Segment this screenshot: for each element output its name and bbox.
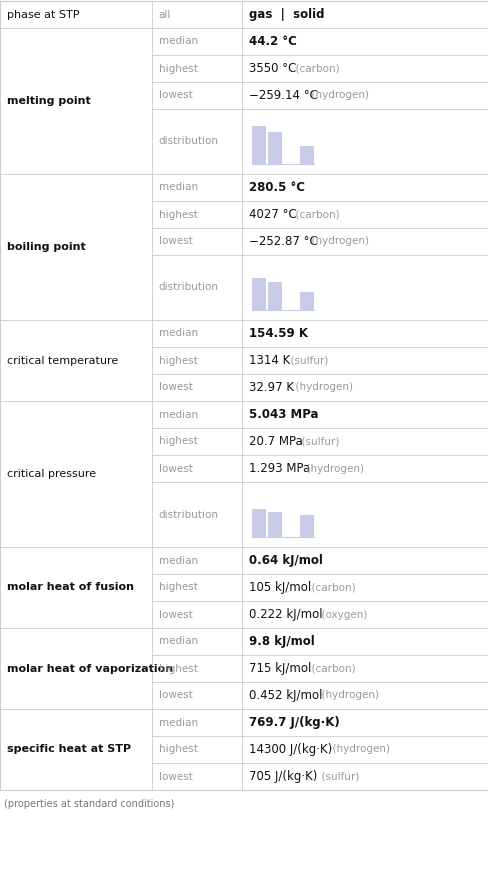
Text: 14300 J/(kg·K): 14300 J/(kg·K) (248, 743, 332, 756)
Bar (267, 512, 282, 537)
Text: 0.452 kJ/mol: 0.452 kJ/mol (248, 689, 322, 702)
Text: distribution: distribution (158, 136, 218, 147)
Text: (hydrogen): (hydrogen) (325, 745, 389, 754)
Text: highest: highest (158, 663, 197, 673)
Text: molar heat of vaporization: molar heat of vaporization (7, 663, 173, 673)
Text: highest: highest (158, 355, 197, 366)
Bar (300, 514, 313, 537)
Text: 44.2 °C: 44.2 °C (248, 35, 296, 48)
Text: (hydrogen): (hydrogen) (289, 382, 353, 393)
Text: highest: highest (158, 64, 197, 73)
Text: median: median (158, 37, 197, 46)
Text: (hydrogen): (hydrogen) (315, 691, 379, 700)
Text: 0.64 kJ/mol: 0.64 kJ/mol (248, 554, 322, 567)
Text: 154.59 K: 154.59 K (248, 327, 307, 340)
Text: 705 J/(kg·K): 705 J/(kg·K) (248, 770, 317, 783)
Text: median: median (158, 409, 197, 420)
Text: (properties at standard conditions): (properties at standard conditions) (4, 799, 174, 809)
Text: 769.7 J/(kg·K): 769.7 J/(kg·K) (248, 716, 339, 729)
Text: lowest: lowest (158, 772, 192, 781)
Text: median: median (158, 636, 197, 647)
Bar (300, 146, 313, 164)
Text: lowest: lowest (158, 691, 192, 700)
Text: lowest: lowest (158, 237, 192, 246)
Text: (carbon): (carbon) (305, 663, 355, 673)
Text: median: median (158, 718, 197, 727)
Text: 3550 °C: 3550 °C (248, 62, 296, 75)
Text: median: median (158, 328, 197, 339)
Text: highest: highest (158, 436, 197, 446)
Text: highest: highest (158, 582, 197, 593)
Text: lowest: lowest (158, 464, 192, 473)
Text: (carbon): (carbon) (305, 582, 355, 593)
Text: median: median (158, 182, 197, 193)
Bar (251, 278, 265, 310)
Bar (267, 132, 282, 164)
Text: molar heat of fusion: molar heat of fusion (7, 582, 134, 593)
Text: 280.5 °C: 280.5 °C (248, 181, 305, 194)
Text: (hydrogen): (hydrogen) (299, 464, 363, 473)
Text: median: median (158, 555, 197, 566)
Text: highest: highest (158, 210, 197, 219)
Text: (oxygen): (oxygen) (315, 609, 367, 620)
Text: highest: highest (158, 745, 197, 754)
Text: (sulfur): (sulfur) (294, 436, 338, 446)
Text: specific heat at STP: specific heat at STP (7, 745, 131, 754)
Text: (hydrogen): (hydrogen) (305, 91, 368, 100)
Text: (sulfur): (sulfur) (315, 772, 359, 781)
Text: boiling point: boiling point (7, 242, 85, 252)
Text: −252.87 °C: −252.87 °C (248, 235, 317, 248)
Text: 32.97 K: 32.97 K (248, 381, 293, 394)
Text: (hydrogen): (hydrogen) (305, 237, 368, 246)
Text: phase at STP: phase at STP (7, 10, 80, 19)
Text: 1.293 MPa: 1.293 MPa (248, 462, 310, 475)
Bar (267, 282, 282, 310)
Text: all: all (158, 10, 171, 19)
Text: 4027 °C: 4027 °C (248, 208, 296, 221)
Bar (251, 509, 265, 537)
Text: (carbon): (carbon) (289, 210, 339, 219)
Text: distribution: distribution (158, 283, 218, 292)
Text: 9.8 kJ/mol: 9.8 kJ/mol (248, 635, 314, 648)
Text: 0.222 kJ/mol: 0.222 kJ/mol (248, 608, 322, 621)
Text: −259.14 °C: −259.14 °C (248, 89, 317, 102)
Text: lowest: lowest (158, 91, 192, 100)
Text: 1314 K: 1314 K (248, 354, 290, 367)
Text: 5.043 MPa: 5.043 MPa (248, 408, 318, 421)
Text: (carbon): (carbon) (289, 64, 339, 73)
Text: lowest: lowest (158, 609, 192, 620)
Text: (sulfur): (sulfur) (284, 355, 328, 366)
Text: melting point: melting point (7, 96, 91, 106)
Bar (251, 126, 265, 164)
Text: lowest: lowest (158, 382, 192, 393)
Text: critical pressure: critical pressure (7, 469, 96, 479)
Text: 715 kJ/mol: 715 kJ/mol (248, 662, 311, 675)
Text: 20.7 MPa: 20.7 MPa (248, 435, 302, 448)
Bar (300, 292, 313, 310)
Text: distribution: distribution (158, 510, 218, 519)
Text: critical temperature: critical temperature (7, 355, 118, 366)
Text: gas  |  solid: gas | solid (248, 8, 324, 21)
Text: 105 kJ/mol: 105 kJ/mol (248, 581, 311, 594)
